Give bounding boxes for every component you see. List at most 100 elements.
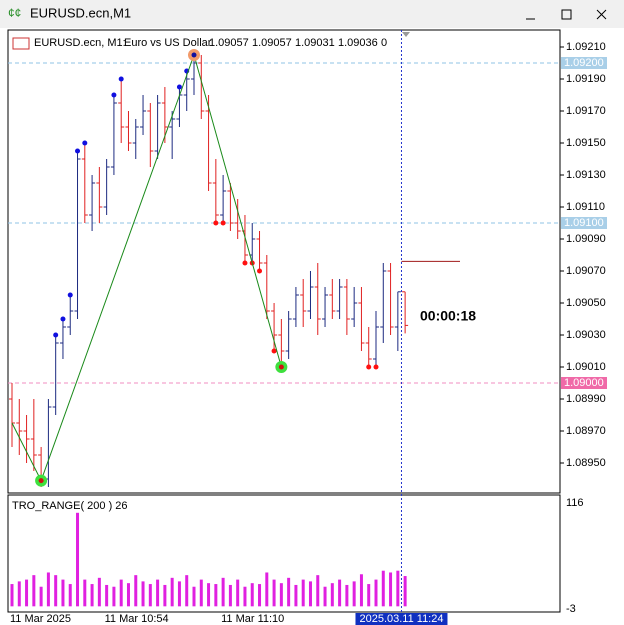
price-tick-label: 1.08970 (566, 425, 606, 437)
indicator-bar (17, 581, 21, 607)
high-marker (53, 332, 59, 338)
indicator-bar (236, 579, 240, 607)
high-marker (60, 316, 66, 322)
indicator-bar (105, 584, 109, 607)
header-symbol: EURUSD.ecn, M1: (34, 37, 126, 49)
indicator-bar (330, 583, 334, 607)
high-marker (118, 76, 124, 82)
high-marker (67, 292, 73, 298)
low-marker (257, 268, 263, 274)
header-open: 1.09057 (209, 37, 249, 49)
indicator-bar (163, 584, 167, 607)
level-label: 1.09000 (564, 377, 604, 389)
indicator-bar (228, 584, 232, 607)
price-tick-label: 1.09210 (566, 41, 606, 53)
time-cursor-box (355, 613, 448, 625)
indicator-bar (287, 577, 291, 607)
indicator-bar (39, 586, 43, 607)
price-tick-label: 1.09050 (566, 297, 606, 309)
indicator-bar (221, 577, 225, 607)
indicator-bar (170, 577, 174, 607)
zigzag-node-center (38, 478, 44, 484)
zigzag-node-center (278, 364, 284, 370)
zigzag-line (11, 53, 282, 482)
indicator-bar (258, 584, 262, 607)
indicator-bar (141, 581, 145, 607)
low-marker (213, 220, 219, 226)
indicator-bar (199, 579, 203, 607)
indicator-bar (301, 579, 305, 607)
level-label: 1.09100 (564, 217, 604, 229)
price-tick-label: 1.09190 (566, 73, 606, 85)
time-cursor-label: 2025.03.11 11:24 (359, 613, 443, 625)
header-high: 1.09057 (252, 37, 292, 49)
indicator-tick-label: -3 (566, 603, 576, 615)
header-close: 1.09036 (338, 37, 378, 49)
indicator-bar (126, 583, 130, 607)
indicator-bar (323, 586, 327, 607)
indicator-bar (207, 583, 211, 607)
indicator-label: TRO_RANGE( 200 ) 26 (12, 500, 128, 512)
indicator-bar (308, 581, 312, 607)
header-volume: 0 (381, 37, 387, 49)
indicator-bar (250, 583, 254, 607)
maximize-button[interactable] (561, 9, 572, 20)
price-tick-label: 1.09090 (566, 233, 606, 245)
indicator-bar (345, 584, 349, 607)
title-bar (0, 0, 624, 28)
price-tick-label: 1.09130 (566, 169, 606, 181)
high-marker (82, 140, 88, 146)
indicator-bar (272, 579, 276, 607)
indicator-bar (61, 579, 65, 607)
level-label-box (561, 377, 607, 389)
indicator-bar (279, 583, 283, 607)
indicator-bar (265, 572, 269, 607)
high-marker (176, 84, 182, 90)
price-tick-label: 1.09030 (566, 329, 606, 341)
indicator-bar (192, 586, 196, 607)
bar-timer: 00:00:18 (420, 308, 476, 324)
indicator-bar (177, 581, 181, 607)
indicator-bar (403, 576, 407, 607)
indicator-bar (32, 575, 36, 607)
time-label: 11 Mar 10:54 (105, 613, 169, 625)
header-description: Euro vs US Dollar (124, 37, 212, 49)
indicator-bar (359, 574, 363, 607)
low-marker (242, 260, 248, 266)
indicator-frame (7, 494, 561, 613)
indicator-tick-label: 116 (566, 497, 584, 509)
indicator-bar (294, 584, 298, 607)
price-tick-label: 1.09110 (566, 201, 605, 213)
low-marker (271, 348, 277, 354)
high-marker (75, 148, 81, 154)
low-marker (220, 220, 226, 226)
indicator-bar (10, 584, 14, 607)
indicator-bar (46, 572, 50, 607)
price-tick-label: 1.09070 (566, 265, 606, 277)
level-label-box (561, 57, 607, 69)
indicator-bar (352, 581, 356, 607)
indicator-bar (214, 584, 218, 607)
low-marker (373, 364, 379, 370)
indicator-bar (156, 579, 160, 607)
app-icon: ¢¢ (8, 6, 21, 20)
indicator-bar (83, 579, 87, 607)
indicator-bar (374, 579, 378, 607)
symbol-icon (12, 37, 30, 50)
window-title: EURUSD.ecn,M1 (30, 5, 131, 20)
shift-marker (402, 32, 410, 37)
zigzag-node-center (191, 52, 197, 58)
price-tick-label: 1.08950 (566, 457, 606, 469)
indicator-bar (112, 586, 116, 607)
indicator-bar (134, 575, 138, 607)
indicator-bar (76, 512, 80, 607)
price-tick-label: 1.08990 (566, 393, 606, 405)
indicator-bar (185, 575, 189, 607)
time-label: 11 Mar 2025 (10, 613, 71, 625)
indicator-bar (97, 577, 101, 607)
indicator-bar (90, 584, 94, 607)
close-button[interactable] (596, 9, 607, 20)
indicator-bar (381, 570, 385, 607)
header-low: 1.09031 (295, 37, 335, 49)
indicator-bar (338, 579, 342, 607)
